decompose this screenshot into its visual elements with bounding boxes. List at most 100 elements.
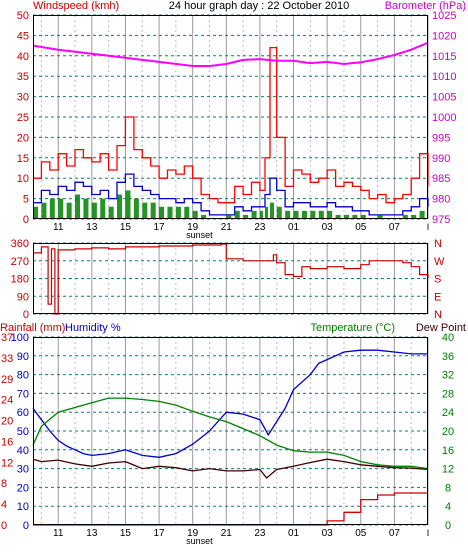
rainfall-tick-label: 12 [1,457,13,469]
frame-layer [33,15,428,525]
compass-tick-label: E [434,291,441,303]
x-tick-label: 23 [254,528,266,539]
direction-bar [243,214,249,219]
direction-bar [58,198,64,219]
direction-bar [270,202,275,219]
humidity-tick-label: 70 [17,388,29,400]
direction-bar [411,214,417,219]
x-tick-label: I [427,528,430,538]
temperature-tick-label: 20 [442,426,454,438]
x-tick-label: 03 [322,528,334,539]
temperature-tick-label: 40 [442,332,454,344]
direction-bar [125,190,131,219]
barometer-tick-label: 1025 [432,10,456,22]
humidity-tick-label: 90 [17,351,29,363]
x-tick-label: 23 [254,222,266,233]
temperature-tick-label: 12 [442,464,454,476]
windspeed-tick-label: 20 [17,132,29,144]
humidity-tick-label: 50 [17,426,29,438]
windspeed-axis-label: Windspeed (kmh) [33,0,119,12]
rainfall-tick-label: 29 [1,374,13,386]
tick-layer: 0510152025303540455097598098599099510001… [1,10,456,546]
temperature-tick-label: 24 [442,407,454,419]
barometer-tick-label: 1005 [432,92,456,104]
direction-bar [201,214,207,219]
temperature-tick-label: 28 [442,388,454,400]
compass-tick-label: S [434,274,441,286]
windspeed-tick-label: 35 [17,71,29,83]
label-layer: 24 hour graph day : 22 October 2010 Wind… [0,0,466,334]
compass-tick-label: N [434,309,442,321]
windspeed-tick-label: 40 [17,51,29,63]
x-tick-label: 19 [187,222,199,233]
direction-degree-tick-label: 90 [17,291,29,303]
direction-bar [318,210,324,219]
sunset-label: sunset [186,536,213,546]
direction-degree-tick-label: 180 [11,274,29,286]
humidity-tick-label: 100 [11,332,29,344]
direction-bar [377,214,383,219]
humidity-line [32,349,428,458]
barometer-tick-label: 990 [432,153,450,165]
x-tick-label: 21 [221,222,233,233]
direction-bar [360,214,366,219]
direction-bar [226,214,232,219]
direction-bar [285,210,291,219]
direction-bar [100,198,106,219]
sunset-label: sunset [186,230,213,240]
direction-bar [175,206,181,219]
x-tick-label: 13 [86,222,98,233]
panel-3-frame [33,337,428,525]
direction-bar [83,198,89,219]
humidity-tick-label: 0 [23,520,29,532]
panel-2-frame [33,243,428,314]
chart-title: 24 hour graph day : 22 October 2010 [169,0,349,12]
direction-bar [142,202,148,219]
direction-bar [327,210,333,219]
x-tick-label: 11 [53,222,64,233]
windspeed-tick-label: 30 [17,92,29,104]
direction-bar [293,210,299,219]
direction-bar [159,206,165,219]
dewpoint-axis-label: Dew Point [416,322,466,334]
panel-3-background [33,337,428,525]
rainfall-tick-label: 20 [1,416,13,428]
direction-degree-tick-label: 270 [11,256,29,268]
rainfall-tick-label: 16 [1,436,13,448]
barometer-tick-label: 985 [432,173,450,185]
direction-bar [343,214,349,219]
direction-bar [264,206,268,219]
barometer-line [32,41,429,67]
wind-direction-line [33,243,429,315]
x-tick-label: 13 [86,528,98,539]
direction-bar [133,198,139,219]
direction-bar [234,210,240,219]
direction-bar [259,210,263,219]
direction-bar [75,194,81,219]
x-tick-label: 15 [120,528,132,539]
barometer-tick-label: 1000 [432,112,456,124]
rainfall-tick-label: 4 [1,499,7,511]
x-tick-label: 07 [389,222,401,233]
direction-bar [419,210,425,219]
humidity-tick-label: 60 [17,407,29,419]
temperature-tick-label: 8 [445,482,451,494]
humidity-tick-label: 10 [17,501,29,513]
gust-line [33,46,429,204]
humidity-tick-label: 80 [17,370,29,382]
x-tick-label: 19 [187,528,199,539]
barometer-tick-label: 980 [432,194,450,206]
x-tick-label: 03 [322,222,334,233]
rainfall-axis-label: Rainfall (mm) [0,322,65,334]
temperature-tick-label: 32 [442,370,454,382]
panel-2-background [33,243,428,314]
barometer-tick-label: 1010 [432,71,456,83]
humidity-tick-label: 30 [17,464,29,476]
direction-bar [41,202,47,219]
direction-bar [117,194,123,219]
direction-bar [184,206,190,219]
direction-degree-tick-label: 0 [23,309,29,321]
direction-bar [150,202,156,219]
rainfall-tick-label: 0 [1,520,7,532]
x-tick-label: 17 [154,528,166,539]
